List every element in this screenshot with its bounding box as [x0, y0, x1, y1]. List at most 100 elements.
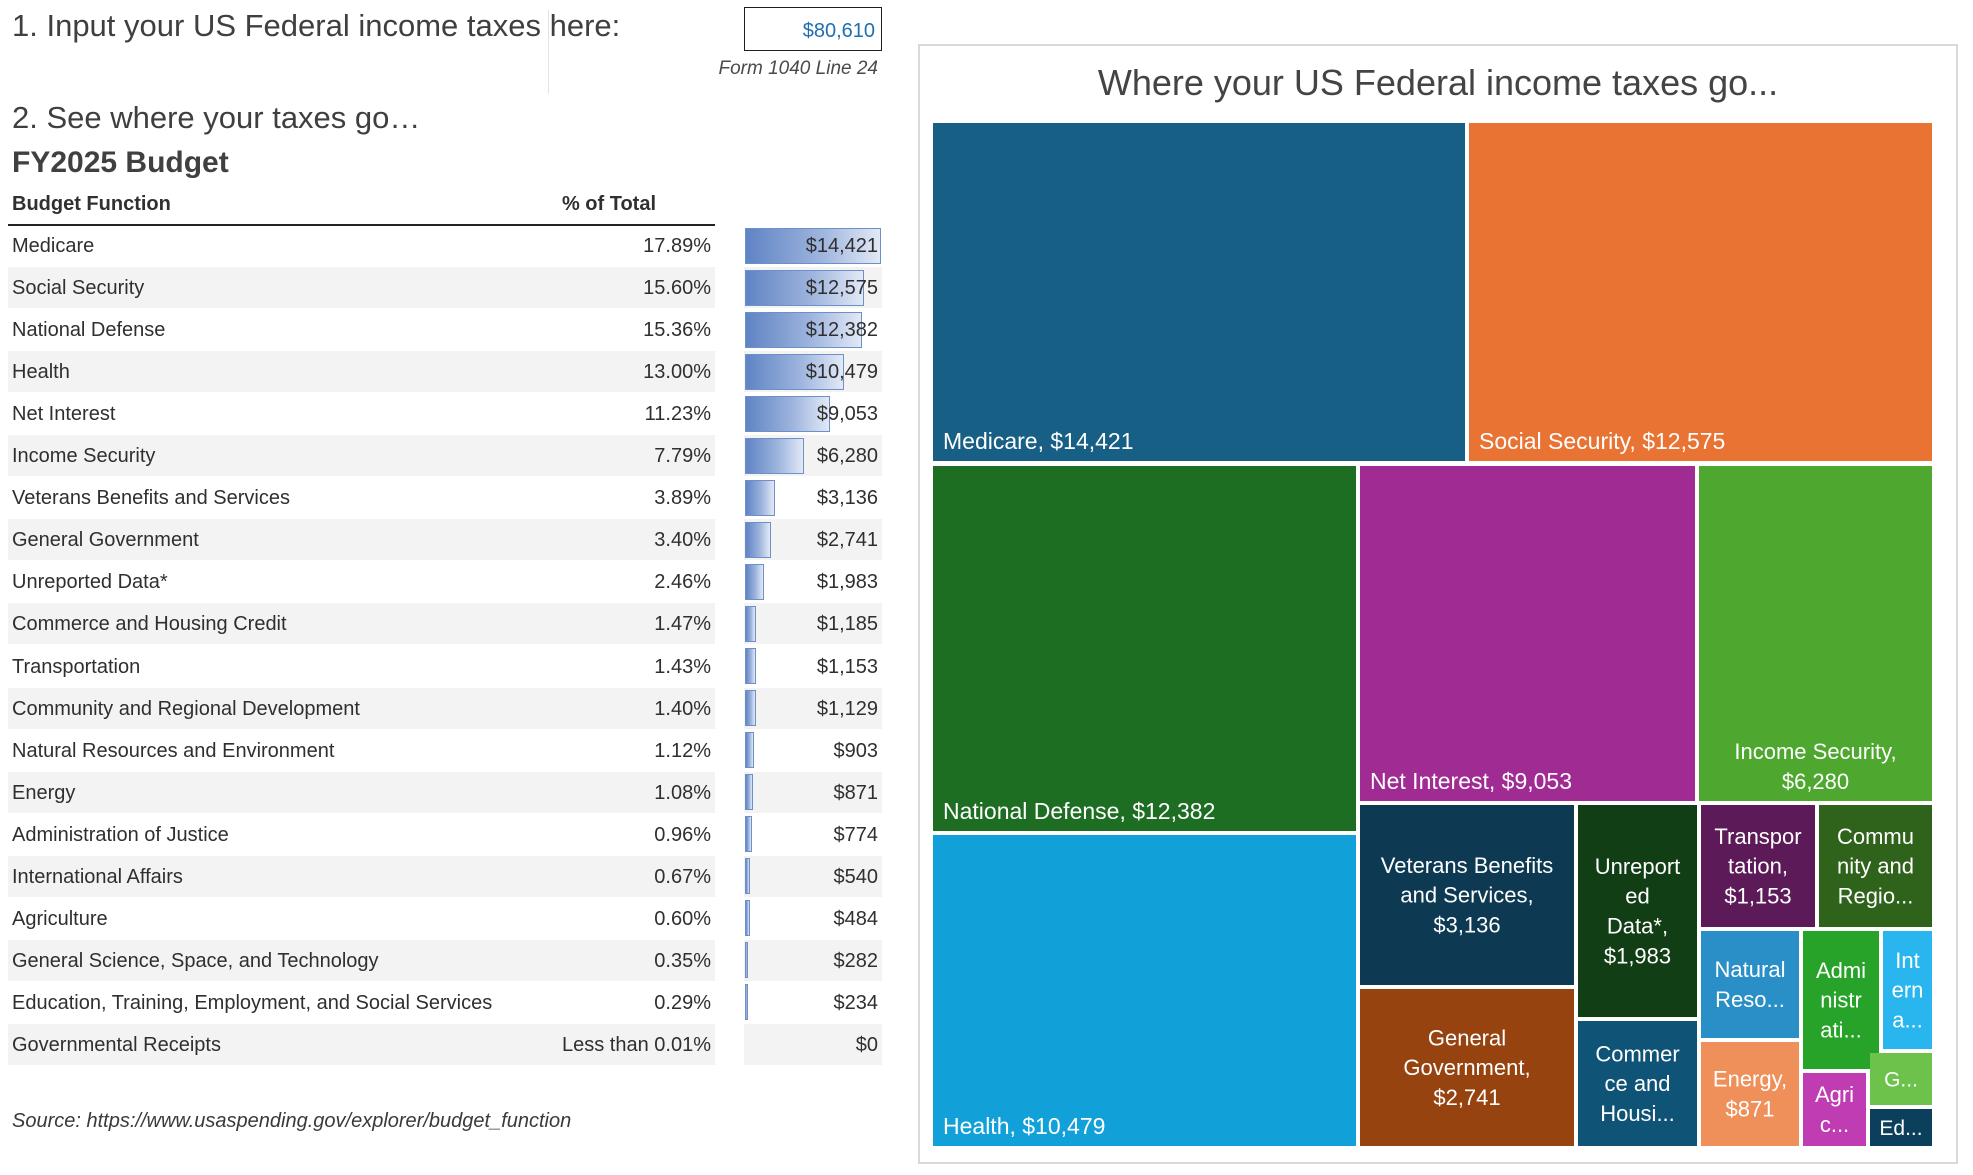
- treemap-label: Veterans Benefits: [1381, 853, 1553, 878]
- budget-function-name: Administration of Justice: [12, 823, 229, 846]
- data-bar: [745, 269, 864, 306]
- step1-label: 1. Input your US Federal income taxes he…: [12, 8, 621, 43]
- amount-value: $1,185: [816, 613, 878, 636]
- percent-of-total: 0.29%: [654, 991, 711, 1014]
- budget-function-name: Unreported Data*: [12, 571, 168, 594]
- treemap-label: Natural: [1715, 957, 1786, 982]
- treemap-rect: [1803, 931, 1879, 1069]
- amount-value: $1,129: [816, 697, 878, 720]
- treemap-rect: [1803, 1073, 1866, 1146]
- treemap-rect: [933, 835, 1356, 1146]
- treemap-tile: Income Security, $6,280: [1699, 466, 1932, 801]
- amount-value: $774: [833, 823, 879, 846]
- table-row: Community and Regional Development 1.40%: [8, 687, 715, 729]
- treemap-label: Net Interest, $9,053: [1370, 768, 1572, 794]
- treemap-label: ce and: [1604, 1071, 1670, 1096]
- treemap-tile: National Defense, $12,382: [933, 466, 1356, 831]
- treemap-label: Government,: [1403, 1055, 1530, 1080]
- divider: [548, 10, 549, 94]
- treemap-tile: Veterans Benefits and Services, $3,136: [1360, 805, 1574, 985]
- treemap-rect: [1883, 931, 1932, 1049]
- treemap-label: Health, $10,479: [943, 1113, 1105, 1139]
- treemap-label: $2,741: [1433, 1085, 1500, 1110]
- treemap-label: and Services,: [1400, 883, 1533, 908]
- treemap-label: Housi...: [1600, 1101, 1675, 1126]
- percent-of-total: 1.43%: [654, 655, 711, 678]
- treemap-rect: [933, 466, 1356, 831]
- data-bar: [745, 563, 764, 600]
- treemap-label: Ed...: [1879, 1117, 1922, 1140]
- percent-of-total: 0.35%: [654, 949, 711, 972]
- percent-of-total: 15.36%: [643, 319, 711, 342]
- budget-function-name: Education, Training, Employment, and Soc…: [12, 991, 493, 1014]
- data-bar: [745, 858, 751, 895]
- column-header-percent: % of Total: [561, 193, 656, 215]
- percent-of-total: 1.40%: [654, 697, 711, 720]
- treemap-label: ati...: [1820, 1018, 1862, 1043]
- budget-function-name: Medicare: [12, 235, 95, 257]
- treemap-tile: Agri c...: [1803, 1073, 1866, 1146]
- treemap-tile: G...: [1870, 1053, 1932, 1105]
- data-bar: [745, 395, 831, 432]
- treemap-tile: Energy, $871: [1701, 1042, 1799, 1146]
- treemap-label: Agri: [1815, 1082, 1854, 1107]
- budget-function-name: Natural Resources and Environment: [12, 739, 335, 762]
- treemap-tile: Social Security, $12,575: [1469, 123, 1932, 461]
- treemap-tile: Commer ce and Housi...: [1578, 1021, 1697, 1146]
- percent-of-total: 1.47%: [654, 613, 711, 636]
- table-row: Transportation 1.43%: [8, 646, 715, 687]
- treemap-label: $1,153: [1724, 884, 1791, 909]
- treemap-rect: [933, 123, 1465, 461]
- budget-function-name: Community and Regional Development: [12, 697, 360, 720]
- treemap-label: ed: [1625, 884, 1649, 909]
- table-row: Veterans Benefits and Services 3.89%: [8, 477, 715, 518]
- percent-of-total: 1.12%: [654, 739, 711, 762]
- treemap-tile: Unreport ed Data*, $1,983: [1578, 805, 1697, 1017]
- amount-cell: [744, 687, 882, 729]
- percent-of-total: 3.89%: [654, 487, 711, 510]
- treemap-label: nistr: [1820, 988, 1862, 1013]
- treemap-rect: [1360, 989, 1574, 1146]
- treemap-label: Commer: [1595, 1041, 1679, 1066]
- treemap-tile: Health, $10,479: [933, 835, 1356, 1146]
- treemap-tile: Medicare, $14,421: [933, 123, 1465, 461]
- amount-cell: [744, 939, 882, 981]
- treemap-label: G...: [1884, 1068, 1918, 1091]
- percent-of-total: 0.96%: [654, 823, 711, 846]
- treemap-tile: General Government, $2,741: [1360, 989, 1574, 1146]
- tax-amount-input[interactable]: $80,610: [744, 7, 882, 51]
- treemap-rect: [1819, 805, 1932, 927]
- amount-value: $484: [833, 907, 879, 930]
- table-row: Income Security 7.79%: [8, 435, 715, 477]
- table-row: Net Interest 11.23%: [8, 393, 715, 434]
- percent-of-total: 15.60%: [643, 277, 711, 300]
- budget-function-name: Veterans Benefits and Services: [12, 487, 290, 510]
- treemap-label: $6,280: [1782, 769, 1849, 794]
- table-row: Social Security 15.60%: [8, 267, 715, 309]
- budget-function-name: Agriculture: [12, 907, 108, 930]
- treemap-label: Data*,: [1607, 914, 1668, 939]
- treemap-rect: [1870, 1109, 1932, 1146]
- treemap-rect: [1360, 805, 1574, 985]
- data-bar: [745, 816, 753, 853]
- amount-cell: [744, 855, 882, 897]
- percent-of-total: Less than 0.01%: [562, 1033, 711, 1056]
- table-row: Unreported Data* 2.46%: [8, 561, 715, 602]
- treemap-label: Commu: [1837, 824, 1914, 849]
- table-row: Natural Resources and Environment 1.12%: [8, 730, 715, 771]
- table-row: Health 13.00%: [8, 351, 715, 393]
- step2-label: 2. See where your taxes go…: [12, 100, 421, 135]
- treemap-rect: [1701, 1042, 1799, 1146]
- data-bar: [745, 437, 805, 474]
- amount-value: $10,479: [805, 361, 878, 384]
- form-line-note: Form 1040 Line 24: [718, 58, 879, 79]
- treemap-label: Income Security,: [1734, 739, 1896, 764]
- amount-value: $903: [833, 739, 879, 762]
- treemap-label: Medicare, $14,421: [943, 428, 1134, 454]
- table-row: Governmental Receipts Less than 0.01%: [8, 1023, 715, 1065]
- data-bar: [745, 227, 881, 264]
- table-row: Commerce and Housing Credit 1.47%: [8, 603, 715, 645]
- treemap-label: ern: [1892, 978, 1924, 1003]
- treemap-tile: Commu nity and Regio...: [1819, 805, 1932, 927]
- amount-value: $282: [833, 949, 879, 972]
